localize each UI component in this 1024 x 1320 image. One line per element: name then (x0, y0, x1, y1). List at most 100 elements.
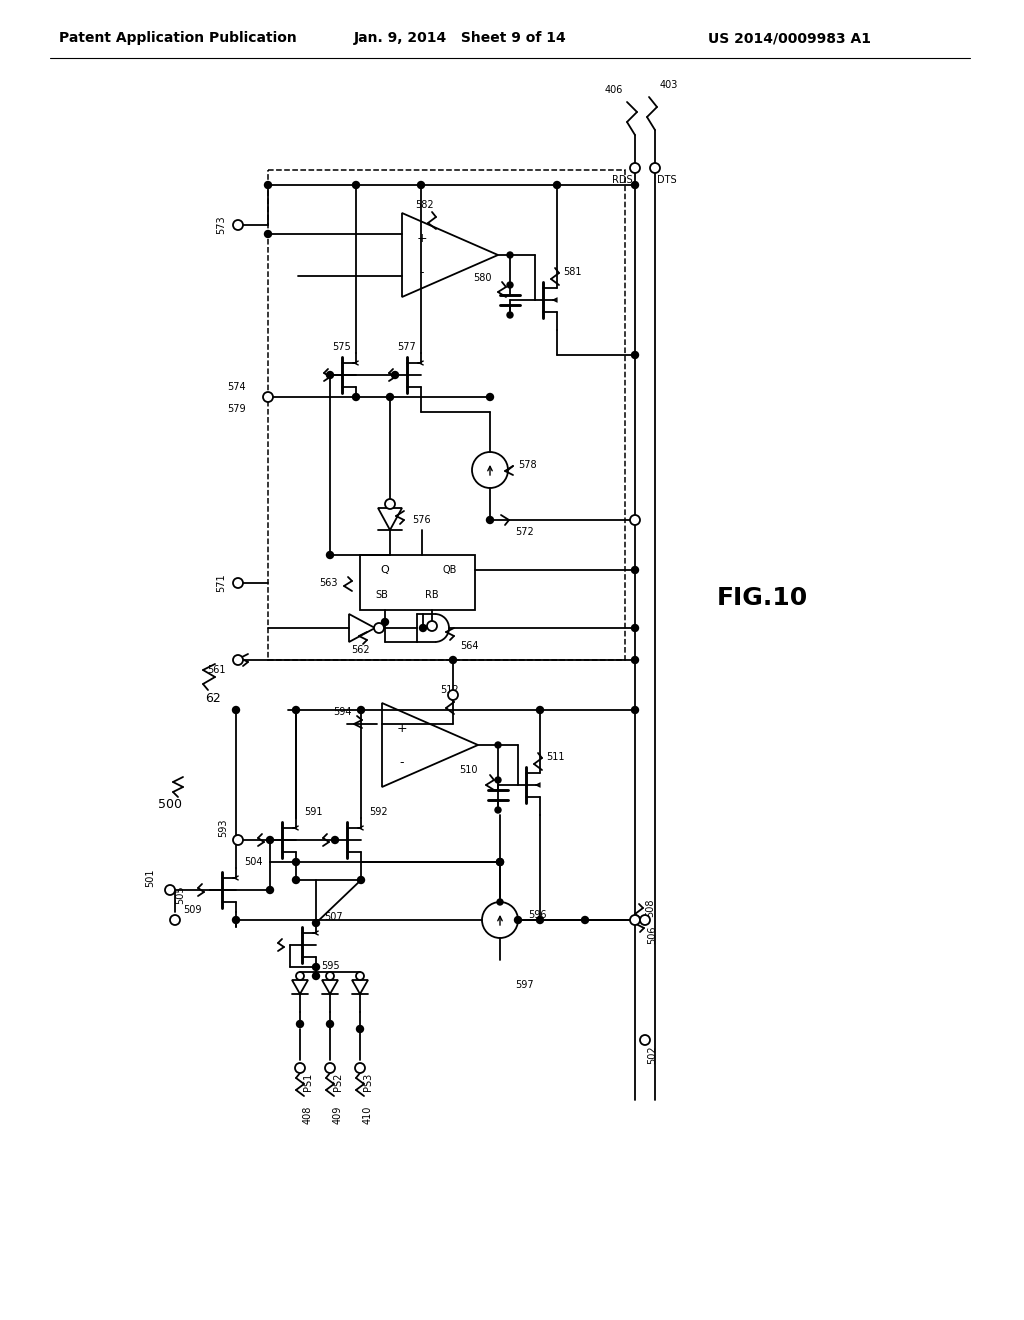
Circle shape (507, 312, 513, 318)
Text: 562: 562 (350, 645, 370, 655)
Text: FIG.10: FIG.10 (717, 586, 808, 610)
Circle shape (582, 916, 589, 924)
Text: 592: 592 (369, 807, 388, 817)
Bar (360, 554, 475, 610)
Circle shape (630, 915, 640, 925)
Circle shape (293, 876, 299, 883)
Circle shape (293, 706, 299, 714)
Circle shape (325, 1063, 335, 1073)
Text: SB: SB (376, 590, 388, 601)
Circle shape (497, 858, 504, 866)
Circle shape (357, 706, 365, 714)
Text: 508: 508 (645, 899, 655, 917)
Text: 500: 500 (158, 799, 182, 812)
Text: 512: 512 (440, 685, 459, 696)
Circle shape (312, 973, 319, 979)
Text: 576: 576 (412, 515, 431, 525)
Circle shape (495, 777, 501, 783)
Text: 510: 510 (460, 766, 478, 775)
Circle shape (326, 972, 334, 979)
Circle shape (332, 837, 339, 843)
Text: 597: 597 (515, 979, 534, 990)
Text: 579: 579 (227, 404, 246, 414)
Text: -: - (420, 267, 424, 280)
Bar (268, 170, 625, 660)
Circle shape (386, 393, 393, 400)
Circle shape (486, 516, 494, 524)
Circle shape (327, 1020, 334, 1027)
Circle shape (232, 916, 240, 924)
Text: 580: 580 (473, 273, 492, 282)
Circle shape (630, 162, 640, 173)
Circle shape (632, 656, 639, 664)
Circle shape (170, 915, 180, 925)
Text: 504: 504 (244, 857, 262, 867)
Circle shape (374, 623, 384, 634)
Circle shape (632, 351, 639, 359)
Circle shape (356, 1026, 364, 1032)
Text: 573: 573 (216, 215, 226, 235)
Text: 409: 409 (333, 1106, 343, 1125)
Circle shape (327, 552, 334, 558)
Text: 410: 410 (362, 1106, 373, 1125)
Text: 511: 511 (546, 752, 564, 762)
Text: 506: 506 (647, 925, 657, 944)
Text: 564: 564 (460, 642, 478, 651)
Circle shape (327, 371, 334, 379)
Circle shape (263, 392, 273, 403)
Circle shape (420, 624, 427, 631)
Circle shape (640, 915, 650, 925)
Text: 596: 596 (528, 909, 547, 920)
Circle shape (266, 837, 273, 843)
Text: Patent Application Publication: Patent Application Publication (59, 30, 297, 45)
Text: 62: 62 (205, 692, 221, 705)
Text: 509: 509 (182, 906, 202, 915)
Circle shape (650, 162, 660, 173)
Circle shape (266, 887, 273, 894)
Circle shape (355, 1063, 365, 1073)
Circle shape (232, 706, 240, 714)
Circle shape (312, 920, 319, 927)
Text: 593: 593 (218, 818, 228, 837)
Text: PS3: PS3 (362, 1073, 373, 1092)
Text: 561: 561 (208, 665, 226, 675)
Circle shape (486, 393, 494, 400)
Circle shape (449, 690, 458, 700)
Circle shape (356, 972, 364, 979)
Circle shape (632, 566, 639, 573)
Circle shape (495, 807, 501, 813)
Text: RDS: RDS (612, 176, 633, 185)
Circle shape (165, 884, 175, 895)
Circle shape (450, 656, 457, 664)
Circle shape (427, 620, 437, 631)
Text: PS1: PS1 (303, 1073, 313, 1092)
Circle shape (554, 181, 560, 189)
Circle shape (312, 964, 319, 970)
Circle shape (640, 1035, 650, 1045)
Text: 406: 406 (604, 84, 623, 95)
Text: 403: 403 (660, 81, 678, 90)
Circle shape (630, 515, 640, 525)
Circle shape (233, 836, 243, 845)
Text: 577: 577 (397, 342, 417, 352)
Circle shape (352, 181, 359, 189)
Text: 505: 505 (175, 886, 185, 904)
Text: 578: 578 (518, 459, 537, 470)
Text: 571: 571 (216, 574, 226, 593)
Circle shape (514, 916, 521, 924)
Circle shape (233, 220, 243, 230)
Circle shape (507, 252, 513, 257)
Circle shape (382, 619, 388, 626)
Text: RB: RB (425, 590, 439, 601)
Circle shape (632, 624, 639, 631)
Text: 572: 572 (515, 527, 534, 537)
Circle shape (632, 181, 639, 189)
Circle shape (497, 858, 504, 866)
Text: 595: 595 (321, 961, 339, 972)
Text: Jan. 9, 2014   Sheet 9 of 14: Jan. 9, 2014 Sheet 9 of 14 (353, 30, 566, 45)
Circle shape (391, 371, 398, 379)
Circle shape (233, 578, 243, 587)
Circle shape (495, 742, 501, 748)
Circle shape (418, 181, 425, 189)
Circle shape (264, 181, 271, 189)
